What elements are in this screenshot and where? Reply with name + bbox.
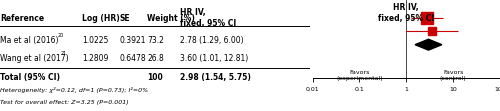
Text: Log (HR): Log (HR) [82, 14, 120, 23]
Text: 100: 100 [147, 73, 163, 82]
Text: 26.8: 26.8 [147, 54, 164, 63]
Text: Favors
(experimental): Favors (experimental) [336, 70, 382, 81]
Text: 1.2809: 1.2809 [82, 54, 108, 63]
Text: SE: SE [120, 14, 130, 23]
Text: 2.78 (1.29, 6.00): 2.78 (1.29, 6.00) [180, 36, 244, 45]
Text: Wang et al (2017): Wang et al (2017) [0, 54, 68, 63]
Text: Test for overall effect: Z=3.25 (P=0.001): Test for overall effect: Z=3.25 (P=0.001… [0, 100, 129, 105]
Text: Favors
(control): Favors (control) [440, 70, 466, 81]
Text: Weight (%): Weight (%) [147, 14, 195, 23]
Text: 3.60 (1.01, 12.81): 3.60 (1.01, 12.81) [180, 54, 248, 63]
Text: Heterogeneity: χ²=0.12, df=1 (P=0.73); I²=0%: Heterogeneity: χ²=0.12, df=1 (P=0.73); I… [0, 87, 148, 93]
Text: Ma et al (2016): Ma et al (2016) [0, 36, 58, 45]
Text: Reference: Reference [0, 14, 44, 23]
Text: HR IV,
fixed, 95% CI: HR IV, fixed, 95% CI [378, 3, 434, 23]
Text: 2.98 (1.54, 5.75): 2.98 (1.54, 5.75) [180, 73, 250, 82]
Text: 21: 21 [60, 51, 66, 56]
Text: HR IV,
fixed, 95% CI: HR IV, fixed, 95% CI [180, 8, 236, 28]
Text: Total (95% CI): Total (95% CI) [0, 73, 60, 82]
Text: 20: 20 [58, 33, 64, 38]
Text: 0.3921: 0.3921 [120, 36, 146, 45]
Text: 0.6478: 0.6478 [120, 54, 146, 63]
Polygon shape [415, 39, 442, 50]
Text: 1.0225: 1.0225 [82, 36, 108, 45]
Text: 73.2: 73.2 [147, 36, 164, 45]
